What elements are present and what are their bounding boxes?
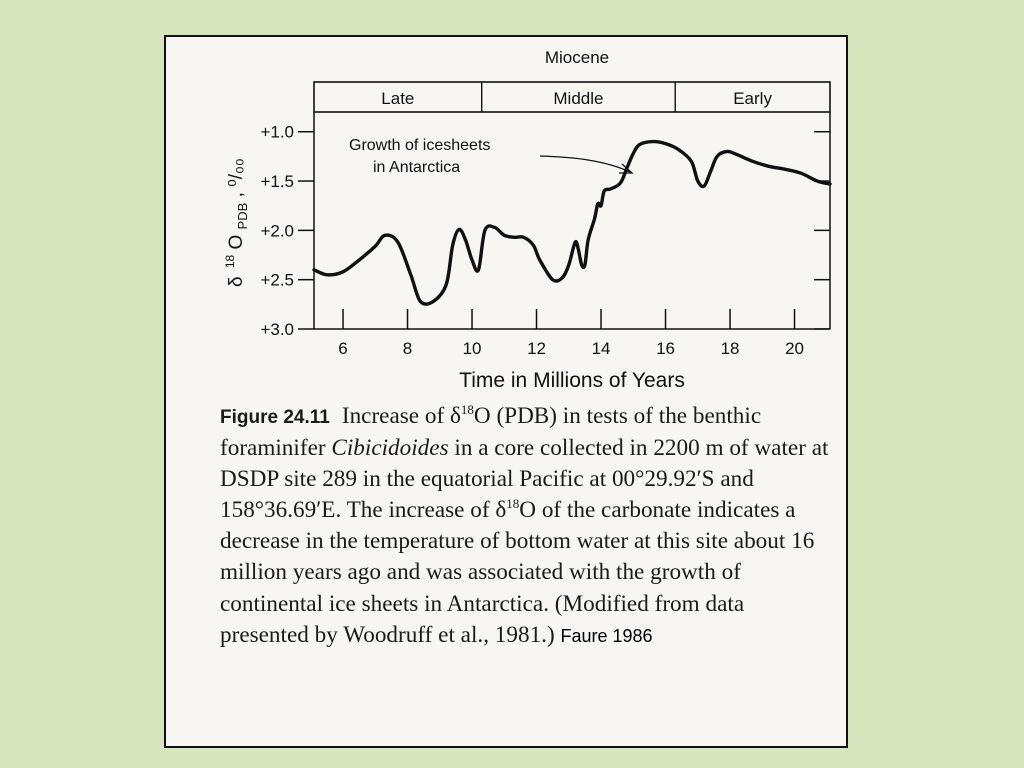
x-tick-label: 12	[527, 339, 546, 358]
caption-text: in a core collected in 2200 m of water a…	[220, 435, 829, 524]
x-tick-label: 20	[785, 339, 804, 358]
caption-text: Increase of δ	[341, 403, 461, 429]
y-axis-label: δ 18 O PDB , ⁰/₀₀	[218, 158, 252, 287]
x-ticks: 6 8 10 12 14 16 18 20	[338, 309, 804, 358]
y-axis-label-units: , ⁰/₀₀	[226, 158, 247, 197]
x-tick-label: 10	[463, 339, 482, 358]
y-tick-label: +2.5	[260, 271, 294, 290]
annotation-arrow	[539, 155, 631, 173]
x-tick-label: 8	[403, 339, 412, 358]
y-ticks: +1.0 +1.5 +2.0 +2.5 +3.0	[260, 123, 830, 339]
y-tick-label: +3.0	[260, 320, 294, 339]
caption-superscript: 18	[460, 402, 474, 417]
annotation-line-1: Growth of icesheets	[349, 137, 490, 154]
annotation-line-2: in Antarctica	[373, 159, 460, 176]
x-tick-label: 14	[592, 339, 611, 358]
y-tick-label: +2.0	[260, 221, 294, 240]
y-tick-label: +1.0	[260, 123, 294, 142]
y-tick-label: +1.5	[260, 172, 294, 191]
stage-label-late: Late	[381, 89, 414, 108]
x-tick-label: 18	[721, 339, 740, 358]
stage-label-early: Early	[733, 89, 772, 108]
y-axis-label-delta: δ	[226, 276, 247, 287]
y-axis-label-main: O	[226, 235, 247, 250]
series-line	[312, 139, 832, 306]
caption-genus: Cibicidoides	[331, 435, 449, 462]
stage-band	[313, 81, 831, 113]
stage-label-middle: Middle	[553, 89, 603, 108]
figure-frame: Miocene Late Middle Early +1.0 +1.5 +2.0 +2…	[164, 35, 848, 748]
source-credit: Faure 1986	[560, 625, 653, 646]
epoch-label: Miocene	[545, 48, 609, 67]
x-axis-label: Time in Millions of Years	[459, 369, 685, 392]
caption-superscript: 18	[506, 496, 520, 512]
chart: Miocene Late Middle Early +1.0 +1.5 +2.0 +2…	[218, 48, 832, 392]
x-tick-label: 6	[338, 339, 347, 358]
y-axis-label-sup: 18	[223, 254, 237, 268]
caption-text: O (PDB) in tests of the benthic foramini…	[220, 403, 762, 462]
annotation-arrowhead	[619, 163, 634, 174]
caption-figure-label: Figure 24.11	[220, 407, 330, 428]
figure-caption: Figure 24.11 Increase of δ18O (PDB) in te…	[220, 401, 830, 652]
y-axis-label-sub: PDB	[235, 203, 250, 230]
x-tick-label: 16	[656, 339, 675, 358]
caption-text: O of the carbonate indicates a decrease …	[220, 497, 815, 648]
